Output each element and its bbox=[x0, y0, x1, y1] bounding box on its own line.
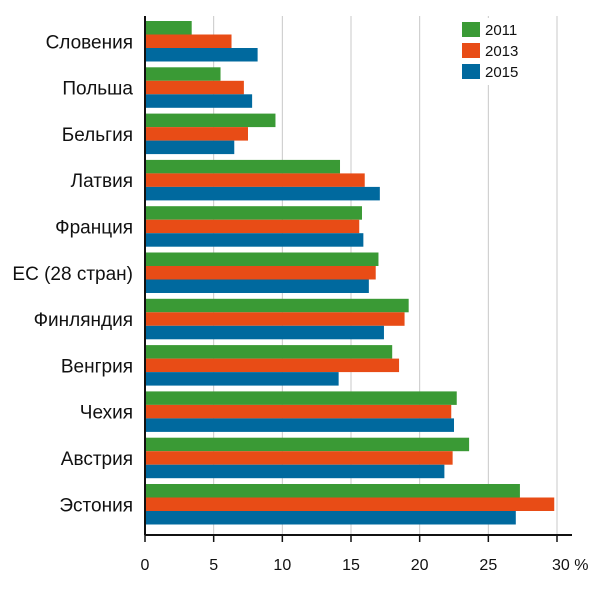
bar-2015 bbox=[145, 186, 380, 201]
category-label: Чехия bbox=[80, 403, 133, 424]
bar-2013 bbox=[145, 219, 360, 234]
category-label: Венгрия bbox=[61, 356, 133, 377]
bar-2015 bbox=[145, 48, 258, 62]
x-tick-labels: 0 5 10 15 20 25 30 % bbox=[141, 557, 589, 574]
bar-2015 bbox=[145, 325, 384, 340]
bar-2013 bbox=[145, 312, 405, 326]
bar-2015 bbox=[145, 233, 364, 247]
bar-2013 bbox=[145, 404, 452, 419]
bar-2013 bbox=[145, 80, 244, 95]
x-tick-label: 0 bbox=[141, 557, 150, 574]
x-tick-label: 30 % bbox=[552, 557, 588, 574]
bar-2011 bbox=[145, 298, 409, 313]
category-labels: Словения Польша Бельгия Латвия Франция ЕС (28… bbox=[12, 32, 133, 516]
bar-2013 bbox=[145, 266, 376, 280]
bar-2015 bbox=[145, 464, 445, 479]
category-label: Латвия bbox=[71, 171, 133, 192]
legend-swatch-2015 bbox=[462, 64, 480, 79]
x-tick-label: 5 bbox=[209, 557, 218, 574]
bar-2011 bbox=[145, 113, 276, 128]
bar-2015 bbox=[145, 372, 339, 386]
category-label: ЕС (28 стран) bbox=[12, 264, 133, 285]
legend-swatch-2011 bbox=[462, 22, 480, 37]
x-tick-label: 20 bbox=[411, 557, 429, 574]
bar-2011 bbox=[145, 345, 393, 359]
bar-2011 bbox=[145, 67, 221, 81]
x-tick-label: 25 bbox=[479, 557, 497, 574]
x-tick-label: 10 bbox=[273, 557, 291, 574]
bar-2013 bbox=[145, 34, 232, 48]
category-label: Польша bbox=[62, 79, 133, 100]
bar-2015 bbox=[145, 140, 235, 155]
axes bbox=[144, 16, 572, 542]
category-label: Эстония bbox=[59, 495, 133, 516]
category-label: Словения bbox=[46, 32, 133, 53]
bar-2013 bbox=[145, 497, 555, 511]
legend-label-2013: 2013 bbox=[485, 43, 518, 60]
bars bbox=[145, 21, 555, 525]
bar-2011 bbox=[145, 437, 470, 452]
bar-2015 bbox=[145, 418, 454, 432]
category-label: Бельгия bbox=[62, 125, 133, 146]
bar-2013 bbox=[145, 127, 248, 141]
bar-2015 bbox=[145, 94, 253, 108]
legend-label-2015: 2015 bbox=[485, 64, 518, 81]
legend-swatch-2013 bbox=[462, 43, 480, 58]
bar-2015 bbox=[145, 511, 516, 525]
legend-label-2011: 2011 bbox=[485, 22, 517, 39]
bar-2011 bbox=[145, 391, 457, 405]
bar-2011 bbox=[145, 484, 520, 498]
bar-2015 bbox=[145, 279, 369, 293]
legend: 2011 2013 2015 bbox=[458, 18, 538, 85]
category-label: Финляндия bbox=[34, 310, 133, 331]
category-label: Франция bbox=[55, 217, 133, 238]
bar-2011 bbox=[145, 252, 379, 266]
bar-2011 bbox=[145, 21, 192, 35]
bar-2013 bbox=[145, 358, 400, 373]
x-tick-label: 15 bbox=[342, 557, 360, 574]
bar-2013 bbox=[145, 173, 365, 187]
bar-2011 bbox=[145, 159, 341, 174]
bar-2013 bbox=[145, 451, 453, 465]
bar-2011 bbox=[145, 206, 362, 220]
category-label: Австрия bbox=[61, 449, 133, 470]
